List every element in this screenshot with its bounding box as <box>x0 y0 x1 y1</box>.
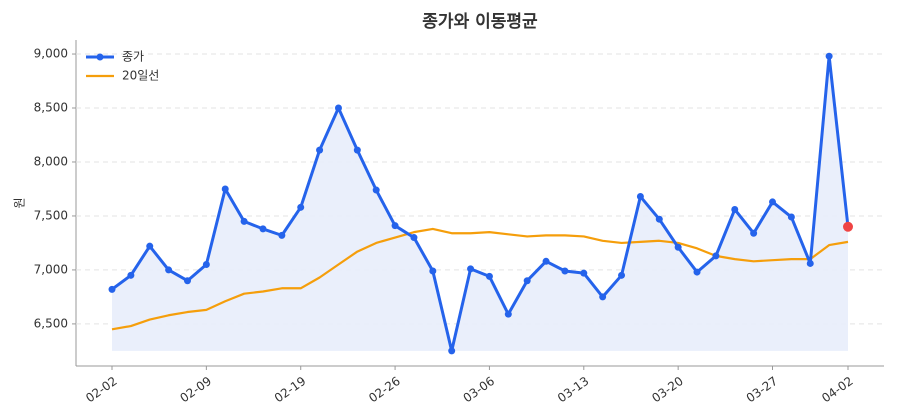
point <box>599 293 607 301</box>
y-axis-label: 원 <box>13 197 27 208</box>
point <box>372 186 380 194</box>
point <box>636 193 644 201</box>
x-tick-label: 02-09 <box>177 374 214 405</box>
point <box>353 146 361 154</box>
x-tick-label: 02-19 <box>272 374 309 405</box>
point <box>712 252 720 260</box>
highlight-point <box>843 221 853 232</box>
point <box>750 229 758 237</box>
point <box>429 267 437 275</box>
point <box>391 222 399 230</box>
y-tick-label: 7,000 <box>34 262 68 276</box>
point <box>485 272 493 280</box>
x-tick-label: 04-02 <box>819 374 856 405</box>
legend-label: 20일선 <box>122 69 159 83</box>
area <box>112 56 848 351</box>
x-tick-label: 03-06 <box>461 374 498 405</box>
line <box>111 54 850 353</box>
point <box>127 271 135 279</box>
point <box>467 265 475 273</box>
y-tick-label: 8,500 <box>34 101 68 115</box>
point <box>183 277 191 285</box>
x-tick-label: 03-13 <box>555 374 592 405</box>
point <box>278 231 286 239</box>
point <box>297 203 305 211</box>
y-tick-label: 7,500 <box>34 208 68 222</box>
point <box>410 234 418 242</box>
point <box>448 347 456 355</box>
y-tick-label: 6,500 <box>34 316 68 330</box>
x-tick-label: 03-27 <box>744 374 781 405</box>
point <box>769 198 777 206</box>
point <box>334 104 342 112</box>
point <box>731 205 739 213</box>
legend-label: 종가 <box>122 50 144 64</box>
y-tick-label: 9,000 <box>34 47 68 61</box>
point <box>165 266 173 274</box>
point <box>221 185 229 193</box>
x-tick-label: 02-02 <box>83 374 120 405</box>
point <box>806 259 814 267</box>
point <box>316 146 324 154</box>
point <box>240 217 248 225</box>
point <box>674 243 682 251</box>
legend-marker <box>96 53 104 61</box>
point <box>561 267 569 275</box>
point <box>580 269 588 277</box>
point <box>108 285 116 293</box>
point <box>202 261 210 269</box>
point <box>655 215 663 223</box>
x-tick-label: 02-26 <box>366 374 403 405</box>
point <box>504 310 512 318</box>
y-tick-label: 8,000 <box>34 154 68 168</box>
point <box>259 225 267 233</box>
chart-title: 종가와 이동평균 <box>422 12 538 32</box>
point <box>825 52 833 60</box>
point <box>693 268 701 276</box>
point <box>523 277 531 285</box>
point <box>542 257 550 265</box>
x-tick-label: 03-20 <box>649 374 686 405</box>
line <box>111 227 849 331</box>
point <box>787 213 795 221</box>
point <box>618 271 626 279</box>
point <box>146 242 154 250</box>
